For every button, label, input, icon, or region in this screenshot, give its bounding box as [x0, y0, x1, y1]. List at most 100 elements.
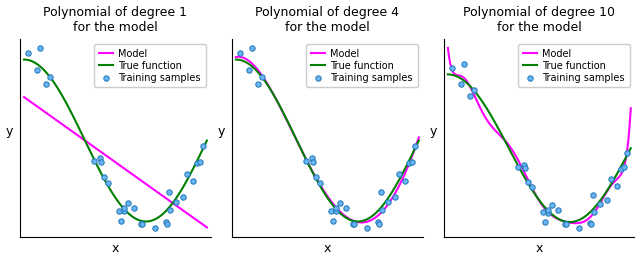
Point	[335, 201, 345, 205]
Point	[400, 179, 410, 183]
Point	[129, 206, 140, 210]
Point	[182, 172, 192, 176]
Point	[621, 151, 632, 155]
Point	[123, 201, 133, 205]
Point	[612, 183, 622, 188]
Point	[527, 185, 538, 189]
Point	[178, 195, 188, 199]
Point	[247, 46, 257, 50]
Point	[602, 198, 612, 202]
Point	[465, 94, 475, 98]
Point	[404, 161, 414, 165]
Point	[588, 193, 598, 197]
Point	[518, 162, 529, 167]
X-axis label: x: x	[536, 242, 543, 256]
X-axis label: x: x	[324, 242, 331, 256]
Point	[137, 222, 147, 226]
Point	[195, 159, 205, 164]
Point	[543, 211, 553, 215]
Point	[459, 62, 469, 66]
Title: Polynomial of degree 1
for the model: Polynomial of degree 1 for the model	[44, 5, 188, 34]
Point	[32, 68, 42, 72]
Point	[520, 166, 531, 170]
Point	[35, 46, 45, 50]
Point	[95, 156, 105, 161]
Point	[377, 208, 387, 212]
Point	[234, 51, 244, 55]
Point	[573, 226, 584, 230]
Point	[456, 82, 466, 86]
Point	[586, 222, 596, 226]
Legend: Model, True function, Training samples: Model, True function, Training samples	[306, 44, 418, 87]
Point	[348, 222, 358, 226]
Point	[136, 222, 146, 226]
Point	[383, 199, 394, 204]
Point	[585, 221, 595, 225]
Point	[349, 222, 359, 226]
Point	[560, 222, 570, 227]
Point	[326, 209, 337, 213]
Point	[553, 208, 563, 212]
Point	[188, 179, 198, 183]
Point	[308, 160, 319, 164]
Point	[374, 222, 384, 226]
Point	[161, 220, 172, 224]
Point	[540, 220, 550, 224]
Point	[316, 181, 326, 186]
Point	[22, 51, 33, 55]
Point	[330, 209, 340, 213]
Point	[376, 190, 386, 194]
Legend: Model, True function, Training samples: Model, True function, Training samples	[94, 44, 205, 87]
Point	[115, 209, 125, 213]
Point	[561, 222, 571, 226]
Point	[162, 222, 172, 226]
Point	[40, 81, 51, 86]
Point	[307, 156, 317, 161]
Point	[328, 219, 338, 223]
Point	[469, 88, 479, 92]
Point	[538, 210, 548, 214]
Point	[619, 165, 629, 169]
Point	[164, 190, 174, 194]
Point	[171, 199, 181, 204]
Point	[595, 202, 605, 206]
Point	[118, 209, 129, 213]
X-axis label: x: x	[112, 242, 119, 256]
Point	[513, 165, 523, 169]
Point	[410, 144, 420, 148]
Point	[198, 144, 208, 148]
Point	[89, 159, 99, 163]
Point	[252, 81, 262, 86]
Legend: Model, True function, Training samples: Model, True function, Training samples	[518, 44, 630, 87]
Y-axis label: y: y	[6, 125, 13, 138]
Point	[523, 180, 533, 184]
Point	[332, 206, 342, 210]
Point	[311, 175, 321, 180]
Point	[362, 226, 372, 230]
Point	[394, 172, 404, 176]
Point	[244, 68, 254, 72]
Point	[103, 181, 113, 186]
Point	[45, 75, 55, 79]
Point	[301, 159, 311, 163]
Point	[99, 175, 109, 180]
Point	[390, 195, 400, 199]
Y-axis label: y: y	[218, 125, 225, 138]
Point	[119, 206, 129, 210]
Point	[165, 208, 175, 212]
Title: Polynomial of degree 10
for the model: Polynomial of degree 10 for the model	[463, 5, 615, 34]
Point	[191, 161, 202, 165]
Point	[150, 226, 160, 230]
Point	[447, 66, 457, 70]
Point	[616, 167, 626, 171]
Point	[407, 159, 417, 164]
Point	[373, 220, 383, 224]
Title: Polynomial of degree 4
for the model: Polynomial of degree 4 for the model	[255, 5, 399, 34]
Point	[589, 210, 599, 214]
Point	[257, 75, 268, 79]
Y-axis label: y: y	[429, 125, 437, 138]
Point	[97, 160, 107, 164]
Point	[116, 219, 126, 223]
Point	[341, 206, 351, 210]
Point	[543, 208, 554, 212]
